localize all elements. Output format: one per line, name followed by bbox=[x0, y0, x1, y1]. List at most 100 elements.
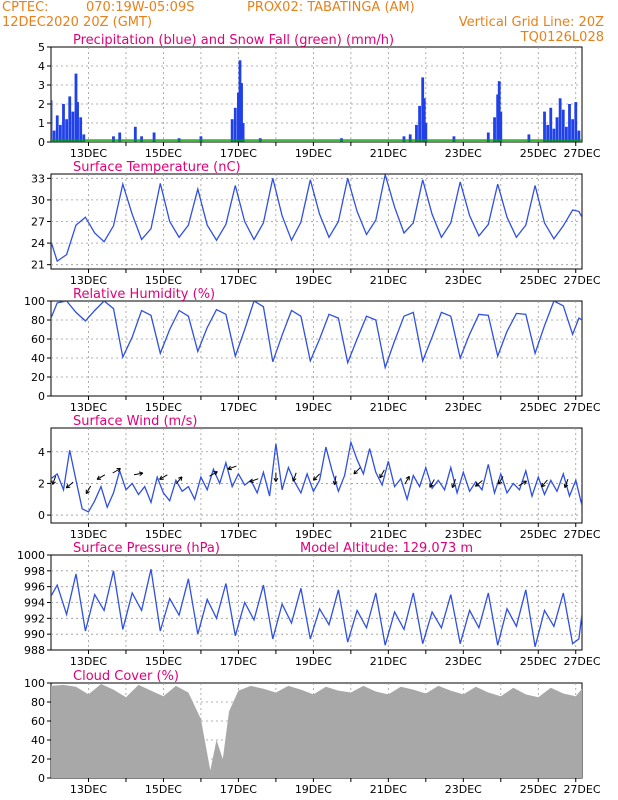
precip-bar bbox=[549, 107, 553, 142]
wind-arrow bbox=[85, 485, 92, 495]
precip-bar bbox=[199, 136, 203, 142]
x-tick-label: 25DEC bbox=[520, 655, 557, 668]
y-tick-label: 40 bbox=[31, 352, 45, 365]
x-tick-label: 27DEC bbox=[563, 655, 600, 668]
wind-arrow bbox=[332, 475, 338, 485]
wind-arrow bbox=[273, 472, 279, 482]
x-tick-label: 17DEC bbox=[220, 401, 257, 414]
precip-bar bbox=[240, 83, 243, 142]
x-tick-label: 27DEC bbox=[563, 274, 600, 287]
wind-arrow bbox=[96, 474, 106, 480]
y-tick-label: 992 bbox=[24, 612, 45, 625]
precip-bar bbox=[571, 119, 575, 142]
x-tick-label: 17DEC bbox=[220, 147, 257, 160]
precip-bar bbox=[55, 115, 59, 142]
pres-series-line bbox=[51, 569, 582, 647]
precip-bar bbox=[408, 134, 412, 142]
x-tick-label: 13DEC bbox=[70, 147, 107, 160]
panel-pres: 988 990 992 994 996 998 1000 13DEC 15DEC 17DEC 19D… bbox=[17, 541, 601, 668]
panel-subtitle: Model Altitude: 129.073 m bbox=[300, 541, 473, 556]
x-tick-label: 27DEC bbox=[563, 528, 600, 541]
x-tick-label: 25DEC bbox=[520, 401, 557, 414]
y-tick-label: 33 bbox=[31, 172, 45, 185]
plot-area bbox=[51, 569, 582, 647]
y-tick-label: 60 bbox=[31, 715, 45, 728]
x-tick-label: 13DEC bbox=[70, 274, 107, 287]
precip-bar bbox=[68, 96, 72, 142]
y-tick-label: 0 bbox=[38, 136, 45, 149]
precip-bar bbox=[402, 136, 406, 142]
precip-bar bbox=[415, 124, 418, 142]
precip-bar bbox=[237, 92, 240, 142]
precip-bar bbox=[238, 60, 242, 142]
precip-bar bbox=[452, 136, 456, 142]
y-tick-label: 60 bbox=[31, 333, 45, 346]
precip-bar bbox=[133, 126, 137, 142]
x-tick-label: 25DEC bbox=[520, 274, 557, 287]
panel-cloud: 0 20 40 60 80 100 13DEC 15DEC 17DEC 19DEC 21DEC 23D… bbox=[24, 669, 601, 796]
cloud-cover-area bbox=[51, 684, 582, 778]
x-tick-label: 19DEC bbox=[295, 274, 332, 287]
precip-bar bbox=[230, 119, 234, 142]
precip-bar bbox=[140, 136, 143, 142]
panel-rh: 0 20 40 60 80 100 13DEC 15DEC 17DEC 19DEC 21DEC 23D… bbox=[24, 287, 601, 414]
wind-arrow bbox=[292, 472, 297, 482]
panel-frame bbox=[50, 427, 583, 524]
x-tick-label: 17DEC bbox=[220, 655, 257, 668]
precip-bar bbox=[62, 104, 65, 142]
y-tick-label: 20 bbox=[31, 753, 45, 766]
y-tick-label: 998 bbox=[24, 565, 45, 578]
precip-bar bbox=[546, 124, 550, 142]
x-tick-label: 13DEC bbox=[70, 528, 107, 541]
precip-bar bbox=[421, 77, 425, 142]
precip-bar bbox=[496, 94, 500, 142]
wind-arrow bbox=[404, 475, 410, 485]
y-tick-label: 2 bbox=[38, 477, 45, 490]
panel-temp: 21 24 27 30 33 13DEC 15DEC 17DEC 19DEC 21DEC 23DEC… bbox=[31, 160, 601, 287]
y-tick-label: 21 bbox=[31, 259, 45, 272]
y-tick-label: 988 bbox=[24, 644, 45, 657]
wind-arrow bbox=[518, 480, 527, 487]
y-tick-label: 0 bbox=[38, 772, 45, 785]
x-tick-label: 19DEC bbox=[295, 147, 332, 160]
wind-arrow bbox=[209, 471, 218, 477]
x-tick-label: 25DEC bbox=[520, 147, 557, 160]
x-tick-label: 25DEC bbox=[520, 528, 557, 541]
plot-area bbox=[51, 301, 582, 370]
x-tick-label: 13DEC bbox=[70, 401, 107, 414]
precip-bar bbox=[79, 117, 83, 142]
y-tick-label: 3 bbox=[38, 79, 45, 92]
y-tick-label: 100 bbox=[24, 677, 45, 690]
plot-area bbox=[51, 684, 582, 778]
precip-bar bbox=[422, 98, 426, 142]
y-tick-label: 1000 bbox=[17, 549, 45, 562]
precip-bar bbox=[561, 109, 565, 142]
panel-title: Surface Temperature (nC) bbox=[73, 160, 241, 175]
x-tick-label: 17DEC bbox=[220, 528, 257, 541]
y-tick-label: 996 bbox=[24, 581, 45, 594]
header-datetime: 12DEC2020 20Z (GMT) bbox=[2, 15, 153, 30]
x-tick-label: 13DEC bbox=[70, 783, 107, 796]
wind-arrow bbox=[498, 476, 504, 485]
panel-title: Surface Pressure (hPa) bbox=[73, 541, 220, 556]
y-tick-label: 4 bbox=[38, 446, 45, 459]
y-tick-label: 1 bbox=[38, 117, 45, 130]
y-tick-label: 80 bbox=[31, 314, 45, 327]
panel-title: Cloud Cover (%) bbox=[73, 669, 179, 684]
precip-bar bbox=[418, 105, 421, 142]
x-tick-label: 15DEC bbox=[145, 274, 182, 287]
x-tick-label: 25DEC bbox=[520, 783, 557, 796]
precip-bar bbox=[552, 128, 556, 142]
precip-bar bbox=[74, 73, 78, 142]
y-tick-label: 5 bbox=[38, 41, 45, 54]
x-tick-label: 17DEC bbox=[220, 274, 257, 287]
panel-title: Precipitation (blue) and Snow Fall (gree… bbox=[73, 33, 394, 48]
wind-arrow bbox=[159, 474, 168, 480]
x-tick-label: 23DEC bbox=[445, 783, 482, 796]
x-tick-label: 21DEC bbox=[370, 401, 407, 414]
precip-bar bbox=[241, 123, 245, 142]
header-source-label: CPTEC: bbox=[2, 0, 49, 15]
panel-title: Surface Wind (m/s) bbox=[73, 414, 197, 429]
plot-area bbox=[51, 60, 582, 142]
precip-bar bbox=[118, 132, 122, 142]
